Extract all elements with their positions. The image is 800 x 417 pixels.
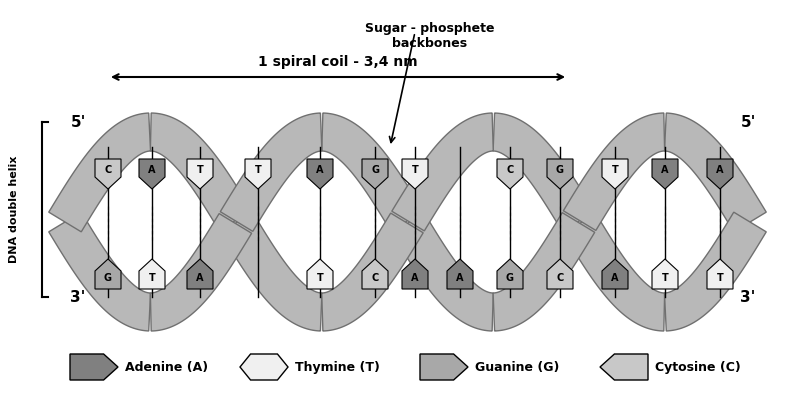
Text: T: T: [317, 273, 323, 283]
Text: Sugar - phosphete
backbones: Sugar - phosphete backbones: [366, 22, 494, 50]
Text: C: C: [506, 165, 514, 175]
Polygon shape: [665, 212, 766, 331]
Polygon shape: [220, 113, 322, 231]
Polygon shape: [322, 213, 423, 331]
Polygon shape: [402, 159, 428, 189]
Polygon shape: [547, 259, 573, 289]
Polygon shape: [307, 159, 333, 189]
Polygon shape: [187, 259, 213, 289]
Polygon shape: [322, 113, 423, 231]
Text: T: T: [149, 273, 155, 283]
Polygon shape: [420, 354, 468, 380]
Text: A: A: [316, 165, 324, 175]
Polygon shape: [139, 259, 165, 289]
Polygon shape: [49, 212, 150, 331]
Polygon shape: [600, 354, 648, 380]
Text: Guanine (G): Guanine (G): [475, 361, 559, 374]
Polygon shape: [392, 113, 494, 231]
Polygon shape: [95, 259, 121, 289]
Polygon shape: [547, 159, 573, 189]
Polygon shape: [307, 259, 333, 289]
Polygon shape: [497, 259, 523, 289]
Text: G: G: [506, 273, 514, 283]
Text: C: C: [371, 273, 378, 283]
Text: A: A: [456, 273, 464, 283]
Polygon shape: [95, 159, 121, 189]
Text: T: T: [197, 165, 203, 175]
Text: T: T: [412, 165, 418, 175]
Polygon shape: [392, 213, 494, 331]
Polygon shape: [362, 259, 388, 289]
Text: A: A: [662, 165, 669, 175]
Polygon shape: [602, 159, 628, 189]
Text: A: A: [411, 273, 418, 283]
Polygon shape: [563, 113, 665, 231]
Polygon shape: [240, 354, 288, 380]
Polygon shape: [187, 159, 213, 189]
Polygon shape: [220, 213, 322, 331]
Text: A: A: [611, 273, 618, 283]
Text: T: T: [662, 273, 668, 283]
Text: A: A: [196, 273, 204, 283]
Text: Cytosine (C): Cytosine (C): [655, 361, 741, 374]
Text: T: T: [254, 165, 262, 175]
Polygon shape: [139, 159, 165, 189]
Polygon shape: [497, 159, 523, 189]
Polygon shape: [245, 159, 271, 189]
Polygon shape: [493, 113, 594, 231]
Text: A: A: [148, 165, 156, 175]
Polygon shape: [150, 214, 252, 331]
Text: 3': 3': [740, 289, 756, 304]
Text: G: G: [556, 165, 564, 175]
Text: 3': 3': [70, 289, 86, 304]
Text: T: T: [612, 165, 618, 175]
Polygon shape: [665, 113, 766, 232]
Polygon shape: [447, 259, 473, 289]
Text: C: C: [104, 165, 112, 175]
Text: Thymine (T): Thymine (T): [295, 361, 380, 374]
Polygon shape: [402, 259, 428, 289]
Polygon shape: [602, 259, 628, 289]
Text: 1 spiral coil - 3,4 nm: 1 spiral coil - 3,4 nm: [258, 55, 418, 69]
Polygon shape: [707, 259, 733, 289]
Polygon shape: [707, 159, 733, 189]
Text: 5': 5': [740, 115, 756, 130]
Text: Adenine (A): Adenine (A): [125, 361, 208, 374]
Polygon shape: [150, 113, 252, 231]
Polygon shape: [652, 259, 678, 289]
Polygon shape: [563, 214, 665, 331]
Polygon shape: [652, 159, 678, 189]
Text: C: C: [556, 273, 564, 283]
Text: DNA double helix: DNA double helix: [9, 156, 19, 263]
Text: A: A: [716, 165, 724, 175]
Polygon shape: [70, 354, 118, 380]
Text: T: T: [717, 273, 723, 283]
Text: G: G: [371, 165, 379, 175]
Polygon shape: [362, 159, 388, 189]
Polygon shape: [493, 213, 594, 331]
Text: G: G: [104, 273, 112, 283]
Text: 5': 5': [70, 115, 86, 130]
Polygon shape: [49, 113, 150, 232]
